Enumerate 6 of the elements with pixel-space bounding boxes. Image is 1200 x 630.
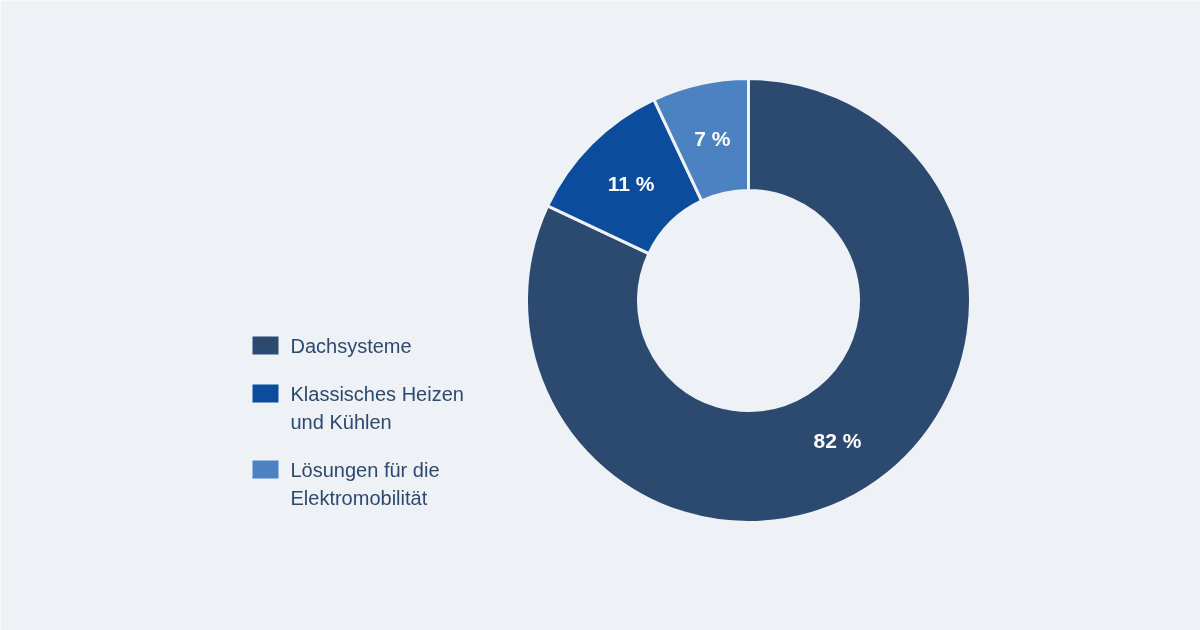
data-label: 82 %: [813, 429, 862, 453]
legend-label: Klassisches Heizen und Kühlen: [290, 382, 464, 433]
data-label: 11 %: [607, 171, 655, 195]
legend-label: Lösungen für die Elektromobilität: [290, 458, 440, 509]
data-label: 7 %: [694, 127, 731, 150]
legend-label: Dachsysteme: [290, 334, 412, 357]
